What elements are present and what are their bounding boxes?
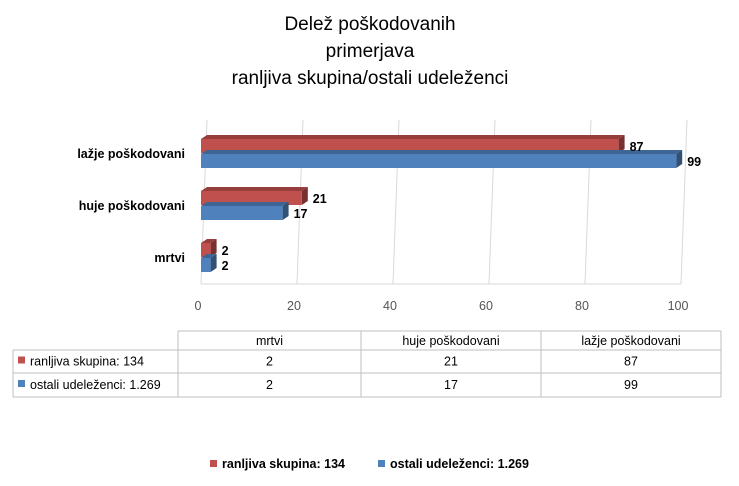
bar xyxy=(201,243,211,257)
bar-side-face xyxy=(676,150,683,168)
bar xyxy=(201,258,211,272)
table-cell: 17 xyxy=(444,378,458,392)
bar xyxy=(201,191,302,205)
bar-side-face xyxy=(618,135,625,153)
data-label: 87 xyxy=(630,140,644,154)
x-tick-label: 60 xyxy=(479,299,493,313)
bar xyxy=(201,154,677,168)
table-header-cell: huje poškodovani xyxy=(402,334,499,348)
chart-title-line: primerjava xyxy=(326,41,415,62)
table-cell: 21 xyxy=(444,355,458,369)
table-cell: 2 xyxy=(266,355,273,369)
table-header-cell: mrtvi xyxy=(256,334,283,348)
data-label: 2 xyxy=(222,259,229,273)
chart-title: Delež poškodovanih primerjava ranljiva sku… xyxy=(232,14,509,89)
legend-entry: ostali udeleženci: 1.269 xyxy=(390,457,529,471)
x-tick-label: 40 xyxy=(383,299,397,313)
bar-top-face xyxy=(201,254,217,258)
x-tick-label: 80 xyxy=(575,299,589,313)
table-row-label: ranljiva skupina: 134 xyxy=(30,355,144,369)
bar-top-face xyxy=(201,239,217,243)
bar-top-face xyxy=(201,150,683,154)
bar-side-face xyxy=(210,239,217,257)
legend-entry: ranljiva skupina: 134 xyxy=(222,457,345,471)
x-tick-label: 100 xyxy=(668,299,689,313)
x-tick-label: 20 xyxy=(287,299,301,313)
data-label: 2 xyxy=(222,244,229,258)
bar-top-face xyxy=(201,187,308,191)
bar xyxy=(201,206,283,220)
table-legend-key xyxy=(18,356,25,364)
table-header-cell: lažje poškodovani xyxy=(581,334,680,348)
legend-swatch xyxy=(378,460,385,467)
bars xyxy=(201,135,683,272)
data-label: 17 xyxy=(294,207,308,221)
gridline xyxy=(680,119,688,285)
bar-side-face xyxy=(301,187,308,205)
table-cell: 2 xyxy=(266,378,273,392)
chart-title-line: ranljiva skupina/ostali udeleženci xyxy=(232,68,509,89)
bar xyxy=(201,139,619,153)
chart-title-line: Delež poškodovanih xyxy=(284,14,455,35)
x-tick-label: 0 xyxy=(195,299,202,313)
y-category-label: mrtvi xyxy=(154,251,185,265)
data-label: 99 xyxy=(687,155,701,169)
bar-top-face xyxy=(201,135,625,139)
table-legend-key xyxy=(18,380,25,387)
legend-swatch xyxy=(210,460,217,467)
bar-side-face xyxy=(282,202,289,220)
data-label: 21 xyxy=(313,192,327,206)
axis-labels: mrtvi 22 huje poškodovani 21 17 lažje poškodo… xyxy=(77,140,701,273)
data-table: mrtvi huje poškodovani lažje poškodovani ra… xyxy=(12,330,722,398)
y-category-label: lažje poškodovani xyxy=(77,147,185,161)
bar-side-face xyxy=(210,254,217,272)
table-row-label: ostali udeleženci: 1.269 xyxy=(30,378,161,392)
bar-top-face xyxy=(201,202,289,206)
table-cell: 99 xyxy=(624,378,638,392)
y-category-label: huje poškodovani xyxy=(79,199,185,213)
legend: ranljiva skupina: 134 ostali udeleženci: … xyxy=(210,457,529,471)
table-cell: 87 xyxy=(624,355,638,369)
